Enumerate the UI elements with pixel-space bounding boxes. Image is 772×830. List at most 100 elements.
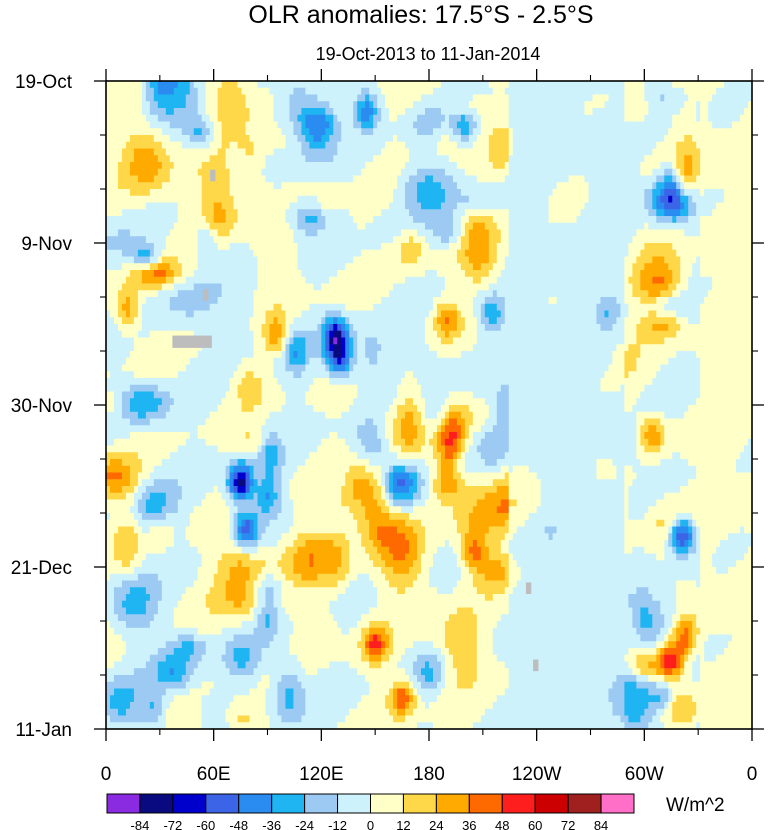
heatmap-cell [301, 661, 330, 669]
heatmap-cell [548, 216, 578, 224]
heatmap-cell [261, 438, 267, 447]
heatmap-cell [624, 337, 637, 345]
heatmap-cell [508, 425, 637, 433]
heatmap-cell [425, 270, 438, 278]
heatmap-cell [476, 614, 502, 622]
heatmap-cell [484, 573, 506, 582]
heatmap-cell [648, 290, 661, 298]
heatmap-cell [656, 310, 677, 318]
heatmap-cell [421, 391, 450, 399]
heatmap-cell [181, 141, 211, 150]
heatmap-cell [221, 283, 259, 291]
heatmap-cell [397, 182, 406, 190]
heatmap-cell [648, 702, 665, 710]
heatmap-cell [357, 621, 370, 629]
heatmap-cell [297, 249, 362, 258]
heatmap-cell [389, 654, 402, 663]
colorbar-tick-label: -12 [328, 818, 347, 830]
heatmap-cell [432, 641, 446, 649]
heatmap-cell [185, 276, 259, 285]
heatmap-cell [273, 108, 291, 116]
heatmap-cell [680, 668, 685, 676]
heatmap-cell [672, 81, 725, 89]
heatmap-cell [508, 472, 538, 480]
heatmap-cell [293, 236, 394, 244]
heatmap-cell [508, 492, 542, 501]
heatmap-cell [500, 499, 510, 507]
heatmap-cell [460, 553, 466, 561]
heatmap-cell [169, 135, 191, 143]
heatmap-cell [696, 702, 752, 710]
heatmap-cell [281, 715, 302, 723]
heatmap-cell [305, 87, 362, 96]
heatmap-cell [576, 216, 657, 224]
heatmap-cell [109, 715, 159, 723]
heatmap-cell [373, 155, 410, 163]
heatmap-cell [241, 378, 263, 386]
heatmap-cell [125, 621, 151, 629]
heatmap-cell [676, 594, 752, 602]
heatmap-cell [106, 486, 111, 494]
heatmap-cell [636, 411, 665, 420]
heatmap-cell [688, 648, 693, 656]
heatmap-cell [377, 101, 386, 109]
heatmap-cell [452, 128, 462, 136]
heatmap-cell [484, 540, 502, 548]
heatmap-cell [676, 182, 681, 190]
heatmap-cell [644, 445, 661, 453]
heatmap-cell [664, 553, 677, 561]
heatmap-cell [357, 452, 398, 460]
heatmap-cell [145, 297, 171, 305]
heatmap-cell [389, 472, 394, 480]
heatmap-cell [137, 540, 175, 548]
heatmap-cell [648, 675, 665, 683]
heatmap-cell [740, 452, 752, 460]
heatmap-cell [305, 364, 326, 372]
heatmap-cell [293, 702, 306, 710]
heatmap-cell [452, 661, 478, 669]
heatmap-cell [237, 141, 255, 150]
heatmap-cell [508, 445, 637, 453]
heatmap-cell [373, 128, 418, 136]
heatmap-cell [624, 546, 633, 555]
heatmap-cell [584, 101, 606, 109]
heatmap-cell [664, 702, 669, 710]
heatmap-cell [624, 94, 645, 102]
heatmap-cell [253, 297, 382, 305]
heatmap-cell [173, 648, 195, 656]
heatmap-cell [285, 357, 291, 366]
heatmap-cell [197, 243, 219, 251]
heatmap-cell [281, 344, 287, 352]
heatmap-cell [125, 141, 163, 150]
heatmap-cell [472, 344, 618, 352]
heatmap-cell [676, 634, 681, 642]
heatmap-cell [133, 155, 159, 163]
heatmap-cell [405, 519, 422, 528]
heatmap-cell [405, 702, 410, 710]
heatmap-cell [456, 317, 466, 325]
heatmap-cell [106, 405, 115, 413]
heatmap-cell [656, 708, 665, 717]
heatmap-cell [508, 405, 625, 413]
heatmap-cell [648, 209, 657, 217]
heatmap-cell [106, 492, 127, 501]
heatmap-cell [393, 681, 410, 690]
heatmap-cell [688, 283, 713, 291]
heatmap-cell [181, 486, 215, 494]
heatmap-cell [117, 182, 163, 190]
heatmap-cell [680, 614, 697, 622]
heatmap-cell [432, 297, 474, 305]
heatmap-cell [277, 459, 287, 467]
heatmap-cell [145, 600, 159, 609]
heatmap-cell [425, 540, 446, 548]
heatmap-cell [369, 533, 378, 541]
heatmap-cell [436, 654, 446, 663]
heatmap-cell [508, 222, 645, 231]
heatmap-cell [245, 492, 255, 501]
heatmap-cell [141, 310, 187, 318]
heatmap-cell [169, 452, 259, 460]
heatmap-cell [504, 297, 550, 305]
heatmap-cell [281, 567, 295, 575]
heatmap-cell [696, 708, 752, 717]
heatmap-cell [460, 573, 474, 582]
